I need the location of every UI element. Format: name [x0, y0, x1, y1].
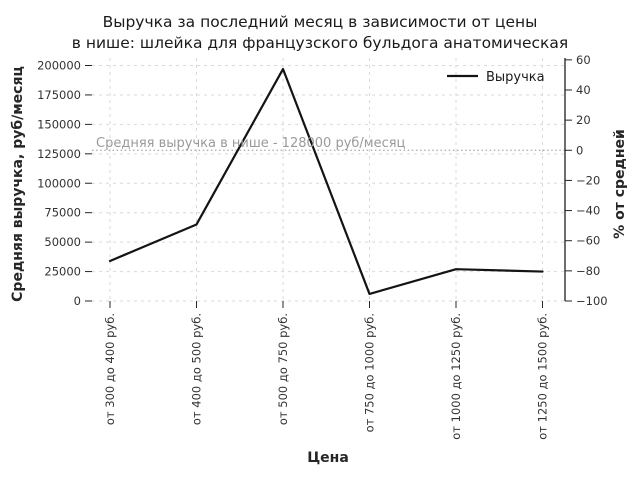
y-tick-label-right: 0 [576, 143, 583, 157]
legend: Выручка [447, 70, 545, 85]
y-tick-label-right: −100 [576, 294, 608, 308]
x-axis-label: Цена [307, 450, 349, 466]
y-tick-label-right: 60 [576, 53, 591, 67]
y-tick-label-right: −60 [576, 234, 600, 248]
y-tick-label-left: 125000 [37, 147, 81, 161]
y-tick-label-right: −20 [576, 173, 600, 187]
y-tick-label-left: 50000 [44, 235, 81, 249]
y-tick-label-left: 100000 [37, 176, 81, 190]
y-tick-label-left: 75000 [44, 206, 81, 220]
x-tick-label: от 400 до 500 руб. [190, 313, 204, 425]
y-tick-label-right: 20 [576, 113, 591, 127]
x-tick-label: от 1000 до 1250 руб. [449, 313, 463, 440]
x-tick-label: от 300 до 400 руб. [103, 313, 117, 425]
chart-title-line1: Выручка за последний месяц в зависимости… [103, 13, 538, 31]
y-tick-label-left: 175000 [37, 88, 81, 102]
legend-label: Выручка [486, 70, 545, 85]
y-tick-label-left: 25000 [44, 265, 81, 279]
chart-title-line2: в нише: шлейка для французского бульдога… [72, 34, 568, 52]
y-tick-label-right: 40 [576, 83, 591, 97]
y-tick-label-left: 150000 [37, 117, 81, 131]
average-line-annotation: Средняя выручка в нише - 128000 руб/меся… [96, 136, 406, 151]
y-axis-label-right: % от средней [612, 129, 628, 239]
y-tick-label-left: 0 [74, 294, 81, 308]
x-tick-label: от 500 до 750 руб. [276, 313, 290, 425]
y-tick-label-left: 200000 [37, 59, 81, 73]
x-tick-label: от 1250 до 1500 руб. [536, 313, 550, 440]
y-axis-label-left: Средняя выручка, руб/месяц [10, 66, 26, 302]
y-tick-label-right: −80 [576, 264, 600, 278]
y-tick-label-right: −40 [576, 204, 600, 218]
revenue-line [108, 67, 544, 296]
x-tick-label: от 750 до 1000 руб. [363, 313, 377, 432]
